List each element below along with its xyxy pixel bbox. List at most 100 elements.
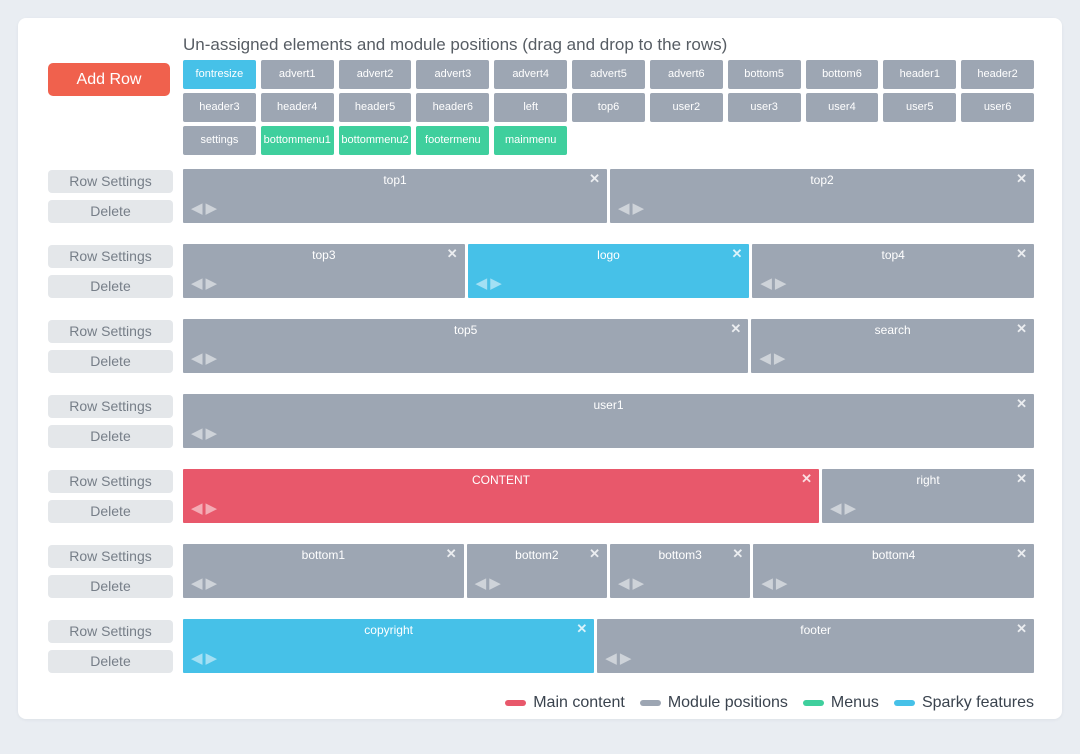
close-icon[interactable]: ✕ — [1016, 396, 1027, 411]
module-block-bottom1[interactable]: bottom1 ✕ ◀ ▶ — [183, 544, 464, 598]
module-block-top5[interactable]: top5 ✕ ◀ ▶ — [183, 319, 749, 373]
move-right-icon[interactable]: ▶ — [205, 500, 218, 517]
unassigned-chip-bottommenu2[interactable]: bottommenu2 — [338, 126, 412, 155]
move-left-icon[interactable]: ◀ — [761, 575, 773, 592]
close-icon[interactable]: ✕ — [1016, 246, 1028, 261]
move-left-icon[interactable]: ◀ — [618, 200, 630, 217]
unassigned-chip-advert6[interactable]: advert6 — [649, 60, 723, 89]
delete-row-button[interactable]: Delete — [48, 424, 173, 448]
close-icon[interactable]: ✕ — [1016, 171, 1027, 186]
move-right-icon[interactable]: ▶ — [489, 575, 501, 592]
move-left-icon[interactable]: ◀ — [759, 350, 771, 367]
row-settings-button[interactable]: Row Settings — [48, 319, 173, 343]
row-settings-button[interactable]: Row Settings — [48, 619, 173, 643]
unassigned-chip-user5[interactable]: user5 — [883, 93, 957, 122]
module-block-logo[interactable]: logo ✕ ◀ ▶ — [467, 244, 750, 298]
module-block-top1[interactable]: top1 ✕ ◀ ▶ — [183, 169, 607, 223]
delete-row-button[interactable]: Delete — [48, 649, 173, 673]
unassigned-chip-header1[interactable]: header1 — [883, 60, 957, 89]
move-left-icon[interactable]: ◀ — [830, 500, 842, 517]
unassigned-chip-header5[interactable]: header5 — [338, 93, 412, 122]
unassigned-chip-header3[interactable]: header3 — [183, 93, 256, 122]
module-block-search[interactable]: search ✕ ◀ ▶ — [751, 319, 1034, 373]
close-icon[interactable]: ✕ — [732, 546, 744, 561]
unassigned-chip-left[interactable]: left — [494, 93, 568, 122]
close-icon[interactable]: ✕ — [730, 321, 742, 336]
close-icon[interactable]: ✕ — [731, 246, 743, 261]
move-right-icon[interactable]: ▶ — [205, 650, 218, 667]
move-right-icon[interactable]: ▶ — [619, 650, 632, 667]
unassigned-chip-user2[interactable]: user2 — [649, 93, 723, 122]
row-settings-button[interactable]: Row Settings — [48, 469, 173, 493]
delete-row-button[interactable]: Delete — [48, 349, 173, 373]
unassigned-chip-footermenu[interactable]: footermenu — [416, 126, 490, 155]
move-left-icon[interactable]: ◀ — [475, 275, 488, 292]
unassigned-chip-bottom5[interactable]: bottom5 — [727, 60, 801, 89]
unassigned-chip-header4[interactable]: header4 — [260, 93, 334, 122]
row-settings-button[interactable]: Row Settings — [48, 169, 173, 193]
move-left-icon[interactable]: ◀ — [618, 575, 630, 592]
move-right-icon[interactable]: ▶ — [205, 575, 218, 592]
close-icon[interactable]: ✕ — [589, 171, 600, 186]
close-icon[interactable]: ✕ — [1016, 321, 1027, 336]
unassigned-chip-advert2[interactable]: advert2 — [338, 60, 412, 89]
move-right-icon[interactable]: ▶ — [205, 350, 218, 367]
module-block-top3[interactable]: top3 ✕ ◀ ▶ — [183, 244, 465, 298]
move-left-icon[interactable]: ◀ — [191, 500, 203, 517]
unassigned-chip-mainmenu[interactable]: mainmenu — [494, 126, 568, 155]
module-block-bottom2[interactable]: bottom2 ✕ ◀ ▶ — [466, 544, 607, 598]
module-block-bottom3[interactable]: bottom3 ✕ ◀ ▶ — [610, 544, 751, 598]
close-icon[interactable]: ✕ — [576, 621, 588, 636]
row-settings-button[interactable]: Row Settings — [48, 544, 173, 568]
move-left-icon[interactable]: ◀ — [191, 350, 203, 367]
move-right-icon[interactable]: ▶ — [774, 275, 787, 292]
close-icon[interactable]: ✕ — [801, 471, 812, 486]
unassigned-chip-header6[interactable]: header6 — [416, 93, 490, 122]
move-right-icon[interactable]: ▶ — [632, 200, 645, 217]
module-block-copyright[interactable]: copyright ✕ ◀ ▶ — [183, 619, 595, 673]
unassigned-chip-user6[interactable]: user6 — [961, 93, 1034, 122]
delete-row-button[interactable]: Delete — [48, 499, 173, 523]
move-left-icon[interactable]: ◀ — [474, 575, 487, 592]
unassigned-chip-user3[interactable]: user3 — [727, 93, 801, 122]
close-icon[interactable]: ✕ — [445, 546, 457, 561]
move-right-icon[interactable]: ▶ — [844, 500, 857, 517]
unassigned-chip-advert5[interactable]: advert5 — [572, 60, 645, 89]
module-block-content[interactable]: CONTENT ✕ ◀ ▶ — [183, 469, 819, 523]
module-block-footer[interactable]: footer ✕ ◀ ▶ — [597, 619, 1034, 673]
unassigned-chip-fontresize[interactable]: fontresize — [183, 60, 256, 89]
move-right-icon[interactable]: ▶ — [773, 350, 786, 367]
unassigned-chip-bottom6[interactable]: bottom6 — [805, 60, 879, 89]
move-left-icon[interactable]: ◀ — [760, 275, 772, 292]
close-icon[interactable]: ✕ — [1016, 621, 1027, 636]
close-icon[interactable]: ✕ — [1016, 471, 1027, 486]
move-right-icon[interactable]: ▶ — [205, 275, 218, 292]
unassigned-chip-advert3[interactable]: advert3 — [416, 60, 490, 89]
move-right-icon[interactable]: ▶ — [205, 200, 218, 217]
add-row-button[interactable]: Add Row — [48, 63, 170, 96]
module-block-user1[interactable]: user1 ✕ ◀ ▶ — [183, 394, 1034, 448]
delete-row-button[interactable]: Delete — [48, 574, 173, 598]
unassigned-chip-top6[interactable]: top6 — [572, 93, 645, 122]
module-block-bottom4[interactable]: bottom4 ✕ ◀ ▶ — [753, 544, 1034, 598]
move-right-icon[interactable]: ▶ — [490, 275, 502, 292]
move-left-icon[interactable]: ◀ — [191, 275, 203, 292]
delete-row-button[interactable]: Delete — [48, 199, 173, 223]
move-right-icon[interactable]: ▶ — [632, 575, 645, 592]
move-left-icon[interactable]: ◀ — [605, 650, 617, 667]
unassigned-chip-advert1[interactable]: advert1 — [260, 60, 334, 89]
module-block-right[interactable]: right ✕ ◀ ▶ — [822, 469, 1034, 523]
delete-row-button[interactable]: Delete — [48, 274, 173, 298]
unassigned-chip-header2[interactable]: header2 — [961, 60, 1034, 89]
move-left-icon[interactable]: ◀ — [191, 425, 203, 442]
move-left-icon[interactable]: ◀ — [191, 200, 203, 217]
close-icon[interactable]: ✕ — [589, 546, 600, 561]
row-settings-button[interactable]: Row Settings — [48, 394, 173, 418]
move-right-icon[interactable]: ▶ — [775, 575, 788, 592]
move-left-icon[interactable]: ◀ — [191, 575, 203, 592]
unassigned-chip-settings[interactable]: settings — [183, 126, 256, 155]
unassigned-chip-user4[interactable]: user4 — [805, 93, 879, 122]
close-icon[interactable]: ✕ — [446, 246, 458, 261]
module-block-top2[interactable]: top2 ✕ ◀ ▶ — [610, 169, 1034, 223]
module-block-top4[interactable]: top4 ✕ ◀ ▶ — [752, 244, 1035, 298]
